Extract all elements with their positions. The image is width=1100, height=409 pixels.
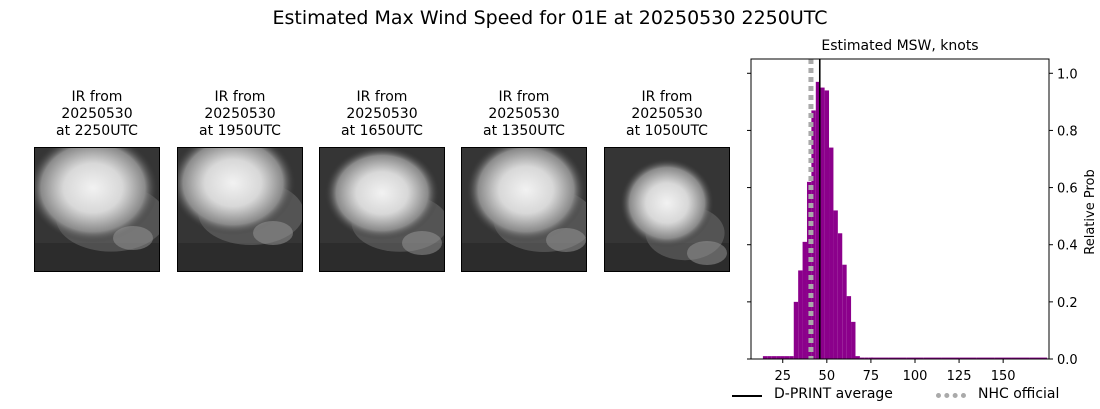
- histogram-bar: [846, 296, 852, 359]
- histogram-bar: [793, 301, 799, 359]
- histogram-bar: [842, 264, 847, 359]
- ir-satellite-image: [461, 147, 587, 272]
- legend-swatch-solid-line: [732, 395, 762, 397]
- histogram-bar: [868, 357, 874, 359]
- histogram-bar: [762, 356, 768, 359]
- ir-panel-title-line: IR from: [71, 89, 123, 105]
- y-tick-label: 0.4: [1057, 239, 1078, 254]
- ir-satellite-image: [319, 147, 445, 272]
- ir-panel: IR from 20250530 at 2250UTC: [34, 89, 160, 272]
- chart-title: Estimated MSW, knots: [821, 38, 978, 54]
- histogram-bar: [798, 270, 803, 359]
- histogram-bar: [851, 321, 856, 359]
- histogram-bar: [1011, 357, 1030, 359]
- histogram-bar: [976, 357, 995, 359]
- ir-panel-title-line: at 1350UTC: [483, 123, 565, 139]
- ir-panel-title-line: 20250530: [346, 106, 418, 122]
- histogram-bar: [780, 356, 785, 359]
- x-tick-label: 100: [903, 369, 928, 384]
- y-tick-label: 0.6: [1057, 182, 1078, 197]
- histogram-bar: [864, 357, 869, 359]
- histogram-bar: [833, 210, 838, 359]
- ir-satellite-image: [177, 147, 303, 272]
- ir-panel-title-line: 20250530: [204, 106, 276, 122]
- plot-frame: [750, 58, 1050, 360]
- ir-panel: IR from 20250530 at 1050UTC: [604, 89, 730, 272]
- figure-title: Estimated Max Wind Speed for 01E at 2025…: [272, 7, 828, 29]
- ir-panel-title-line: at 1950UTC: [199, 123, 281, 139]
- ir-panel-title-line: 20250530: [488, 106, 560, 122]
- histogram-bar: [994, 357, 1012, 359]
- x-tick-label: 75: [863, 369, 880, 384]
- ir-panel-title-line: 20250530: [631, 106, 703, 122]
- histogram-bar: [767, 356, 772, 359]
- ir-panel-title: IR from 20250530 at 1050UTC: [604, 89, 730, 140]
- ir-panel: IR from 20250530 at 1950UTC: [177, 89, 303, 272]
- ir-panel-title-line: 20250530: [61, 106, 133, 122]
- histogram-bar: [888, 357, 907, 359]
- ir-panel-title-line: IR from: [498, 89, 550, 105]
- y-axis-label: Relative Prob: [1083, 169, 1098, 254]
- y-tick-label: 0.2: [1057, 296, 1078, 311]
- ir-panel-title-line: IR from: [214, 89, 266, 105]
- ir-satellite-image: [34, 147, 160, 272]
- ir-panel-title: IR from 20250530 at 2250UTC: [34, 89, 160, 140]
- histogram-bar: [829, 147, 834, 359]
- histogram-bar: [923, 357, 942, 359]
- legend-label-nhc: NHC official: [978, 386, 1060, 402]
- ir-panel: IR from 20250530 at 1650UTC: [319, 89, 445, 272]
- ir-panel-title-line: IR from: [641, 89, 693, 105]
- histogram-bar: [811, 110, 816, 359]
- x-tick-label: 150: [991, 369, 1016, 384]
- histogram-bar: [959, 357, 977, 359]
- histogram-bar: [837, 233, 843, 359]
- histogram-bar: [941, 357, 960, 359]
- histogram-bar: [859, 357, 865, 359]
- ir-panel-title-line: IR from: [356, 89, 408, 105]
- histogram-bar: [776, 356, 781, 359]
- histogram-bar: [855, 356, 860, 359]
- histogram-bar: [1029, 357, 1048, 359]
- x-tick-label: 50: [819, 369, 836, 384]
- histogram-bar: [906, 357, 924, 359]
- x-tick-label: 125: [947, 369, 972, 384]
- histogram-bar: [824, 90, 830, 359]
- legend-swatch-dotted-line: [936, 393, 966, 398]
- y-tick-label: 1.0: [1057, 67, 1078, 82]
- histogram-bar: [789, 356, 794, 359]
- ir-panel-title: IR from 20250530 at 1350UTC: [461, 89, 587, 140]
- x-tick-label: 25: [774, 369, 791, 384]
- ir-panel-title-line: at 2250UTC: [56, 123, 138, 139]
- ir-panel-title: IR from 20250530 at 1650UTC: [319, 89, 445, 140]
- histogram-bar: [784, 356, 790, 359]
- histogram-bar: [820, 87, 825, 360]
- legend-label-dprint: D-PRINT average: [774, 386, 893, 402]
- ir-panel-title-line: at 1650UTC: [341, 123, 423, 139]
- ir-satellite-image: [604, 147, 730, 272]
- ir-panel-title: IR from 20250530 at 1950UTC: [177, 89, 303, 140]
- y-tick-label: 0.8: [1057, 124, 1078, 139]
- histogram-bar: [815, 81, 821, 359]
- histogram-bar: [870, 357, 889, 359]
- histogram-bar: [802, 241, 807, 359]
- ir-panel-title-line: at 1050UTC: [626, 123, 708, 139]
- ir-panel: IR from 20250530 at 1350UTC: [461, 89, 587, 272]
- y-tick-label: 0.0: [1057, 353, 1078, 368]
- histogram-bar: [771, 356, 777, 359]
